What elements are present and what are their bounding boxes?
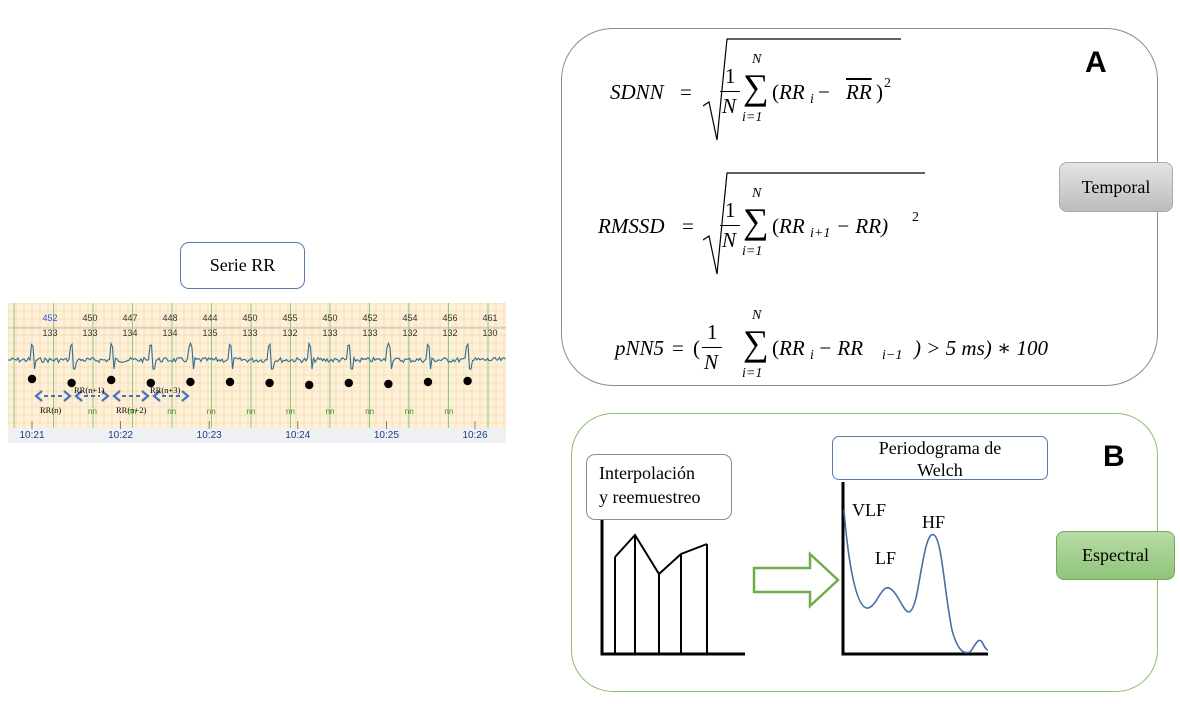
serie-rr-label: Serie RR xyxy=(180,242,305,289)
hf-label: HF xyxy=(922,512,946,532)
ecg-strip: 452 133 450 133 447 134 448 134 444 135 450 133 455 1… xyxy=(8,303,506,443)
rate-value: 133 xyxy=(42,328,57,338)
r-peak-dot xyxy=(344,378,353,388)
interval-arrow xyxy=(152,390,190,402)
rate-value: 132 xyxy=(402,328,417,338)
rate-value: 133 xyxy=(82,328,97,338)
rate-value: 132 xyxy=(282,328,297,338)
interval-label: RR(n+2) xyxy=(116,405,146,415)
nn-label: nn xyxy=(286,407,295,416)
interval-label: RR(n+1) xyxy=(74,385,104,395)
panel-b-letter: B xyxy=(1103,440,1125,473)
time-label: 10:22 xyxy=(108,430,133,441)
interpolation-plot xyxy=(600,520,745,656)
r-peak-dot xyxy=(384,379,393,389)
rr-value: 450 xyxy=(242,313,257,323)
nn-label: nn xyxy=(246,407,255,416)
vlf-label: VLF xyxy=(852,500,887,520)
r-peak-dot xyxy=(265,378,274,388)
time-label: 10:24 xyxy=(285,430,310,441)
r-peak-dot xyxy=(27,374,37,384)
r-peak-dot xyxy=(67,378,76,388)
r-peak-dot xyxy=(423,377,433,387)
nn-label: nn xyxy=(365,407,374,416)
rate-value: 135 xyxy=(202,328,217,338)
rr-value: 450 xyxy=(82,313,97,323)
rr-value: 456 xyxy=(442,313,457,323)
time-label: 10:21 xyxy=(19,430,44,441)
r-peak-dot xyxy=(146,378,155,388)
nn-label: nn xyxy=(405,407,414,416)
interval-arrow xyxy=(112,390,150,402)
nn-label: nn xyxy=(444,407,453,416)
time-label: 10:25 xyxy=(374,430,399,441)
rr-value: 447 xyxy=(122,313,137,323)
rate-value: 134 xyxy=(162,328,177,338)
nn-label: nn xyxy=(326,407,335,416)
rr-value: 450 xyxy=(322,313,337,323)
nn-label: nn xyxy=(128,407,137,416)
interpolation-label: Interpolación y reemuestreo xyxy=(586,454,732,520)
r-peak-dot xyxy=(225,377,235,387)
rr-value: 461 xyxy=(482,313,497,323)
interval-label: RR(n) xyxy=(40,405,61,415)
r-peak-dot xyxy=(305,380,314,390)
nn-label: nn xyxy=(88,407,97,416)
rr-value: 444 xyxy=(202,313,217,323)
welch-periodogram-label: Periodograma de Welch xyxy=(832,436,1048,480)
r-peak-dot xyxy=(186,377,195,387)
espectral-category-label: Espectral xyxy=(1056,531,1175,580)
lf-label: LF xyxy=(875,548,897,568)
rate-value: 132 xyxy=(442,328,457,338)
rr-value: 452 xyxy=(362,313,377,323)
rate-value: 134 xyxy=(122,328,137,338)
spectrum-plot xyxy=(841,482,989,656)
r-peak-dot xyxy=(463,376,472,386)
rr-value: 448 xyxy=(162,313,177,323)
time-label: 10:23 xyxy=(197,430,222,441)
interval-arrow xyxy=(74,390,110,402)
nn-label: nn xyxy=(167,407,176,416)
r-peak-dot xyxy=(107,375,116,385)
interval-arrow xyxy=(34,390,72,402)
rr-value: 454 xyxy=(402,313,417,323)
rr-value: 452 xyxy=(42,313,57,323)
time-label: 10:26 xyxy=(462,430,487,441)
green-arrow xyxy=(752,551,840,609)
rate-value: 133 xyxy=(242,328,257,338)
rr-value: 455 xyxy=(282,313,297,323)
nn-label: nn xyxy=(207,407,216,416)
rate-value: 133 xyxy=(322,328,337,338)
interval-label: RR(n+3) xyxy=(150,385,180,395)
rate-value: 133 xyxy=(362,328,377,338)
rate-value: 130 xyxy=(482,328,497,338)
panel-a-letter: A xyxy=(1085,46,1107,79)
temporal-category-label: Temporal xyxy=(1059,162,1173,212)
